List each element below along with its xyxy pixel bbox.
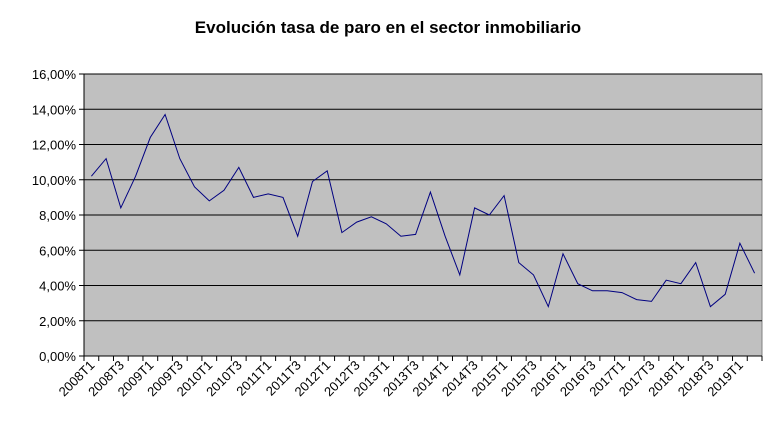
y-tick-label: 14,00%	[32, 102, 77, 117]
line-series	[91, 113, 756, 309]
y-tick-label: 10,00%	[32, 173, 77, 188]
y-tick-label: 6,00%	[39, 243, 76, 258]
y-tick-label: 16,00%	[32, 67, 77, 82]
y-tick-label: 8,00%	[39, 208, 76, 223]
chart-title: Evolución tasa de paro en el sector inmo…	[195, 18, 581, 37]
y-tick-label: 12,00%	[32, 138, 77, 153]
y-tick-label: 2,00%	[39, 314, 76, 329]
y-tick-label: 0,00%	[39, 349, 76, 364]
y-tick-label: 4,00%	[39, 279, 76, 294]
